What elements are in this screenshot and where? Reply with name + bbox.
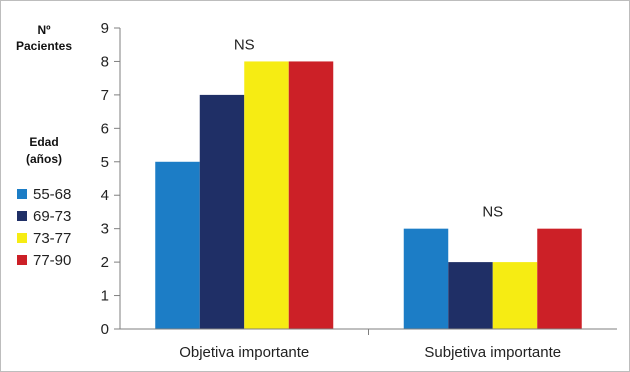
legend-swatch (17, 255, 27, 265)
y-tick-label: 9 (101, 20, 109, 37)
y-axis: 0 1 2 3 4 5 6 7 8 9 (101, 20, 121, 338)
y-tick-label: 1 (101, 288, 109, 305)
annotations: NS NS (234, 36, 503, 220)
y-tick-label: 0 (101, 321, 109, 338)
legend-swatch (17, 211, 27, 221)
significance-label: NS (482, 204, 503, 221)
y-tick-label: 6 (101, 120, 109, 137)
bar (244, 61, 289, 329)
y-tick-label: 7 (101, 87, 109, 104)
legend-swatch (17, 233, 27, 243)
y-axis-title-line-2: Pacientes (16, 39, 72, 53)
y-tick-label: 4 (101, 187, 109, 204)
category-label: Objetiva importante (179, 344, 309, 361)
bar (403, 228, 449, 329)
bars (155, 61, 582, 329)
legend: 55-68 69-73 73-77 77-90 (17, 186, 71, 269)
legend-label: 77-90 (33, 252, 71, 269)
legend-swatch (17, 189, 27, 199)
legend-title-line-2: (años) (26, 152, 62, 166)
legend-label: 55-68 (33, 186, 71, 203)
y-tick-label: 5 (101, 154, 109, 171)
y-tick-label: 2 (101, 254, 109, 271)
y-tick-label: 3 (101, 221, 109, 238)
bar (288, 61, 334, 329)
legend-label: 69-73 (33, 208, 71, 225)
legend-title-line-1: Edad (29, 135, 58, 149)
significance-label: NS (234, 36, 255, 53)
y-axis-title-line-1: Nº (37, 23, 51, 37)
y-tick-label: 8 (101, 53, 109, 70)
x-axis: Objetiva importante Subjetiva importante (120, 328, 617, 361)
bar (199, 94, 245, 329)
bar (537, 228, 582, 329)
bar (155, 161, 200, 329)
bar (492, 262, 538, 329)
bar (448, 262, 493, 329)
legend-label: 73-77 (33, 230, 71, 247)
category-label: Subjetiva importante (424, 344, 561, 361)
